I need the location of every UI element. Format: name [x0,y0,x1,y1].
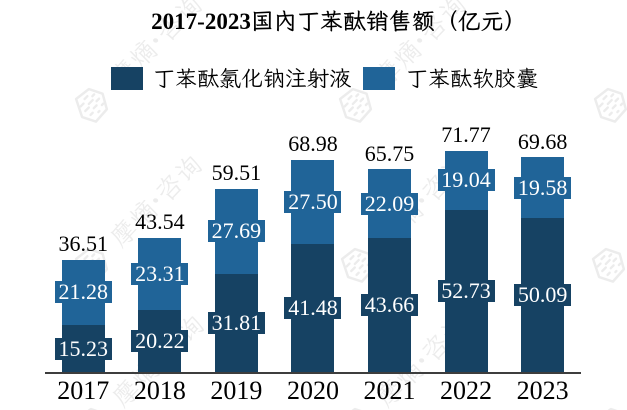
watermark-logo-icon [593,87,627,123]
watermark-tile-8: 摩熵·咨询 [333,306,477,410]
watermark-logo-icon [596,407,627,410]
value-label-2020-series-2: 27.50 [284,190,342,213]
total-label-2017: 36.51 [58,230,109,256]
watermark-tile-9: 摩熵·咨询 [589,306,627,410]
watermark-tile-1: 摩熵·咨询 [67,0,211,130]
legend: 丁苯酞氯化钠注射液 丁苯酞软胶囊 [111,67,538,90]
legend-swatch-2 [363,67,396,90]
x-tick-label-2017: 2017 [57,375,110,405]
total-label-2020: 68.98 [288,130,338,156]
watermark-logo-icon [338,87,373,123]
chart-title: 2017-2023国内丁苯酞销售额（亿元） [151,9,527,34]
watermark-logo-icon [591,247,626,283]
watermark-logo-icon [76,407,111,410]
legend-label-1: 丁苯酞氯化钠注射液 [153,64,352,93]
watermark-tile-6: 摩熵·咨询 [584,146,627,290]
total-label-2018: 43.54 [135,209,185,235]
x-tick-label-2020: 2020 [286,375,339,405]
total-label-2019: 59.51 [211,160,262,186]
total-label-2022: 71.77 [441,122,491,148]
legend-swatch-1 [111,67,143,90]
value-label-2017-series-2: 21.28 [54,281,112,304]
value-label-2018-series-2: 23.31 [131,262,189,285]
x-tick-label-2021: 2021 [363,375,416,405]
value-label-2021-series-2: 22.09 [361,192,418,215]
value-label-2022-series-1: 52.73 [437,279,495,302]
value-label-2023-series-2: 19.58 [514,176,572,199]
x-tick-label-2018: 2018 [133,375,186,405]
watermark-logo-icon [340,407,375,410]
watermark-tile-2: 摩熵·咨询 [331,0,475,130]
value-label-2019-series-2: 27.69 [207,220,265,243]
total-label-2021: 65.75 [364,140,415,166]
legend-label-2: 丁苯酞软胶囊 [406,64,539,93]
watermark-logo-icon [74,87,109,123]
x-tick-label-2022: 2022 [440,375,493,405]
x-axis-line [45,372,581,374]
value-label-2017-series-1: 15.23 [54,337,112,360]
total-label-2023: 69.68 [517,128,568,154]
x-tick-label-2019: 2019 [210,375,263,405]
value-label-2022-series-2: 19.04 [437,169,495,192]
watermark-tile-3: 摩熵·咨询 [586,0,627,130]
x-tick-label-2023: 2023 [516,375,569,405]
watermark-tile-7: 摩熵·咨询 [69,306,213,410]
value-label-2019-series-1: 31.81 [207,312,265,334]
value-label-2020-series-1: 41.48 [284,297,342,320]
value-label-2018-series-1: 20.22 [131,329,189,352]
value-label-2023-series-1: 50.09 [514,283,572,306]
value-label-2021-series-1: 43.66 [361,293,418,316]
